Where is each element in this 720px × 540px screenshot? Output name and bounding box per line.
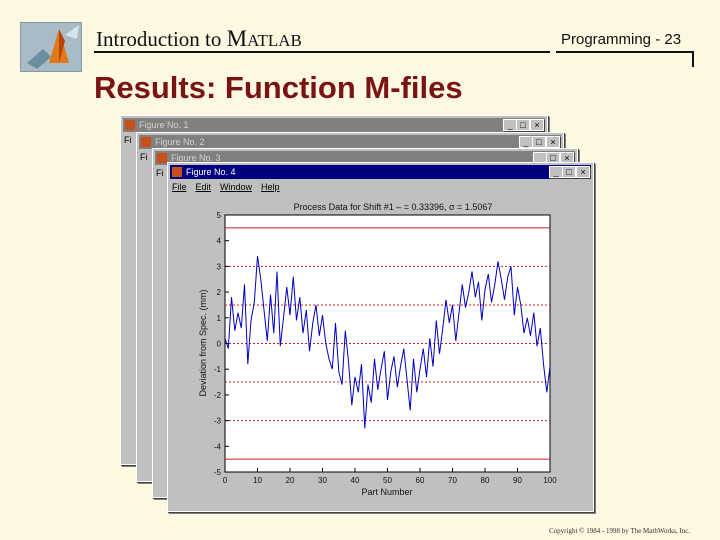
x-tick-label: 50	[383, 476, 392, 485]
close-button[interactable]: ×	[530, 119, 544, 131]
slide-title: Results: Function M-files	[94, 70, 463, 105]
window-title: Figure No. 2	[155, 137, 205, 147]
y-tick-label: -1	[214, 365, 222, 374]
matlab-figure-icon	[125, 120, 135, 130]
window-title: Figure No. 1	[139, 120, 189, 130]
y-tick-label: 0	[217, 340, 222, 349]
x-tick-label: 20	[286, 476, 295, 485]
x-tick-label: 100	[543, 476, 557, 485]
y-tick-label: 4	[217, 237, 222, 246]
course-title: Introduction to MATLAB	[96, 26, 302, 51]
series-line	[224, 256, 551, 429]
menu-bar: File Edit Window Help	[172, 182, 289, 194]
maximize-button[interactable]: □	[516, 119, 530, 131]
x-tick-label: 70	[448, 476, 457, 485]
matlab-figure-icon	[141, 137, 151, 147]
matlab-logo	[20, 22, 82, 72]
menu-stub: Fi	[124, 135, 132, 145]
x-tick-label: 10	[253, 476, 262, 485]
menu-help[interactable]: Help	[261, 182, 280, 192]
close-button[interactable]: ×	[546, 136, 560, 148]
window-title: Figure No. 3	[171, 153, 221, 163]
title-bar[interactable]: Figure No. 4 _ □ ×	[170, 165, 591, 179]
figure-window-4[interactable]: Figure No. 4 _ □ × File Edit Window Help Pr…	[167, 162, 594, 512]
y-tick-label: 2	[217, 288, 222, 297]
menu-window[interactable]: Window	[220, 182, 253, 192]
close-button[interactable]: ×	[576, 166, 590, 178]
plot-area	[224, 214, 551, 473]
title-bar[interactable]: Figure No. 2 _ □ ×	[139, 135, 561, 149]
minimize-button[interactable]: _	[549, 166, 563, 178]
y-tick-label: 3	[217, 262, 222, 271]
maximize-button[interactable]: □	[532, 136, 546, 148]
y-tick-label: -3	[214, 417, 222, 426]
menu-file[interactable]: File	[172, 182, 187, 192]
chart-title: Process Data for Shift #1 – = 0.33396, σ…	[294, 202, 493, 212]
menu-stub: Fi	[156, 168, 164, 178]
minimize-button[interactable]: _	[519, 136, 533, 148]
window-title: Figure No. 4	[186, 167, 236, 177]
header-rule-right	[556, 51, 694, 53]
matlab-figure-icon	[157, 153, 167, 163]
maximize-button[interactable]: □	[562, 166, 576, 178]
minimize-button[interactable]: _	[503, 119, 517, 131]
title-bar[interactable]: Figure No. 1 _ □ ×	[123, 118, 545, 132]
x-tick-label: 40	[351, 476, 360, 485]
y-tick-label: -5	[214, 468, 222, 477]
x-tick-label: 60	[416, 476, 425, 485]
menu-edit[interactable]: Edit	[195, 182, 212, 192]
process-data-chart: Process Data for Shift #1 – = 0.33396, σ…	[198, 202, 557, 497]
y-tick-label: 1	[217, 314, 222, 323]
x-tick-label: 90	[513, 476, 522, 485]
y-tick-label: -4	[214, 442, 222, 451]
header-rule-left	[94, 51, 550, 53]
header-rule-tick	[692, 51, 694, 67]
matlab-figure-icon	[172, 167, 182, 177]
title-bar[interactable]: Figure No. 3 _ □ ×	[155, 151, 575, 165]
x-axis-label: Part Number	[361, 487, 412, 497]
x-tick-label: 30	[318, 476, 327, 485]
x-tick-label: 80	[481, 476, 490, 485]
y-axis-label: Deviation from Spec. (mm)	[198, 289, 208, 396]
menu-stub: Fi	[140, 152, 148, 162]
section-label: Programming - 23	[561, 31, 682, 48]
x-tick-label: 0	[223, 476, 228, 485]
copyright-text: Copyright © 1984 - 1998 by The MathWorks…	[549, 527, 691, 535]
y-tick-label: 5	[217, 211, 222, 220]
y-tick-label: -2	[214, 391, 222, 400]
